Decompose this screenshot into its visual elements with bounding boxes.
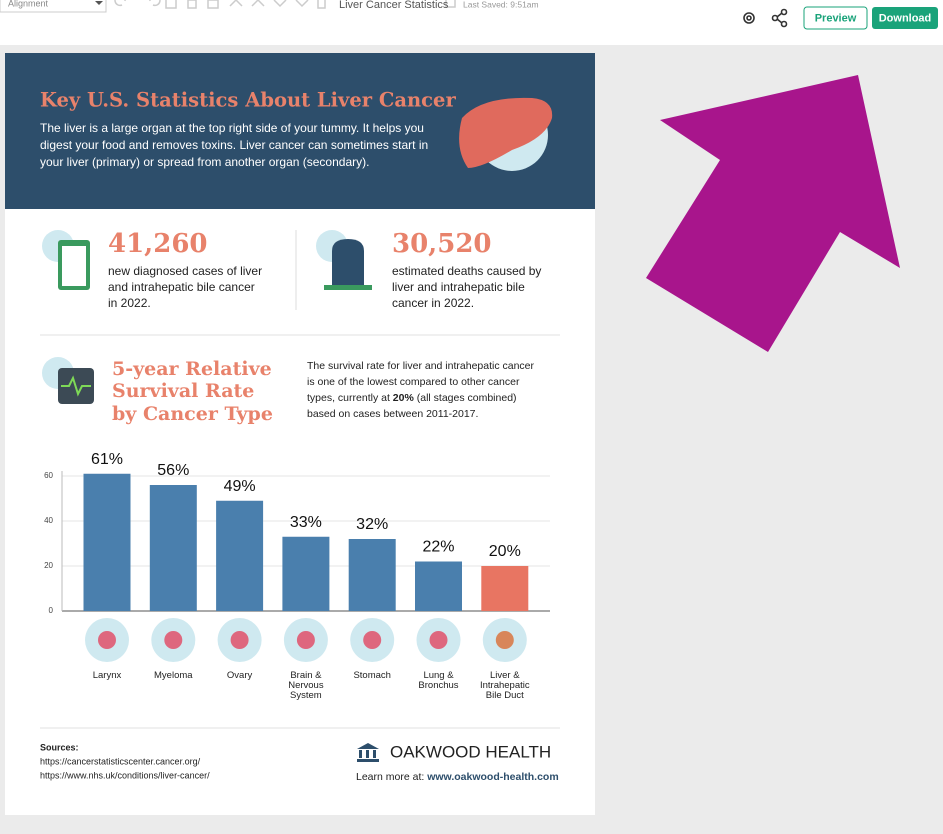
value-label: 49%: [224, 478, 256, 495]
dropdown-caret: [95, 1, 103, 5]
header-line: The liver is a large organ at the top ri…: [40, 121, 424, 135]
url[interactable]: www.oakwood-health.com: [426, 771, 558, 783]
x-tick-label: Larynx: [92, 670, 122, 681]
y-tick-label: 0: [49, 606, 54, 615]
x-tick-label: Brain & Nervous System: [288, 670, 324, 701]
value-label: 22%: [422, 539, 454, 556]
alignment-label: Alignment: [8, 0, 49, 8]
stat-line: estimated deaths caused by: [392, 264, 541, 278]
tombstone-icon: [332, 239, 364, 287]
stat-line: liver and intrahepatic bile: [392, 280, 525, 294]
value-label: 56%: [157, 462, 189, 479]
section-title: 5-year Relative: [112, 358, 272, 380]
document-title[interactable]: Liver Cancer Statistics: [339, 0, 449, 11]
preview-label[interactable]: Preview: [815, 12, 857, 24]
section-line: is one of the lowest compared to other c…: [307, 376, 520, 388]
pulse: [61, 375, 91, 397]
text: Learn more at:: [356, 771, 427, 783]
clipboard-paper: [62, 246, 86, 286]
header-title: Key U.S. Statistics About Liver Cancer: [40, 89, 456, 112]
bar: [415, 561, 462, 611]
bar: [481, 566, 529, 611]
category-icon-mark: [363, 631, 382, 649]
bar: [348, 539, 396, 611]
value-label: 33%: [290, 514, 322, 531]
category-icon-mark: [164, 631, 183, 649]
bar: [282, 536, 330, 611]
y-tick-label: 20: [44, 561, 53, 570]
settings-icon[interactable]: [743, 12, 755, 24]
brand-name: OAKWOOD HEALTH: [390, 742, 551, 761]
header-line: your liver (primary) or spread from anot…: [40, 155, 369, 169]
grass: [324, 285, 372, 290]
category-icon-mark: [429, 631, 448, 649]
bar: [83, 473, 131, 611]
download-label[interactable]: Download: [879, 12, 932, 24]
y-tick-label: 40: [44, 516, 53, 525]
header-line: digest your food and removes toxins. Liv…: [40, 138, 428, 152]
source: https://www.nhs.uk/conditions/liver-canc…: [40, 770, 210, 780]
bar-chart: 0 20 40 60 61% 56% 49% 33% 32% 22% 20%: [44, 451, 550, 662]
stat-line: in 2022.: [108, 296, 151, 310]
brand-logo: [357, 743, 379, 762]
value-label: 20%: [489, 543, 521, 560]
stat-number: 30,520: [392, 229, 492, 259]
category-icon-mark: [230, 631, 249, 649]
bar: [149, 485, 197, 611]
last-saved: Last Saved: 9:51am: [463, 0, 539, 9]
x-tick-label: Ovary: [226, 670, 253, 681]
x-tick-label: Liver & Intrahepatic Bile Duct: [479, 670, 530, 701]
section-line: types, currently at 20% (all stages comb…: [307, 392, 517, 404]
bold-text: 20%: [393, 392, 415, 404]
section-title: Survival Rate: [112, 380, 254, 402]
section-line: The survival rate for liver and intrahep…: [307, 360, 535, 372]
toolbar-icons: [114, 0, 456, 9]
download-button[interactable]: [872, 7, 938, 29]
y-tick-label: 60: [44, 471, 53, 480]
stat-line: cancer in 2022.: [392, 296, 474, 310]
category-icon-mark: [296, 631, 315, 649]
stat-line: and intrahepatic bile cancer: [108, 280, 255, 294]
alignment-dropdown[interactable]: [0, 0, 107, 13]
annotation-arrow: [646, 75, 900, 352]
preview-button[interactable]: [803, 6, 868, 30]
source: https://cancerstatisticscenter.cancer.or…: [40, 756, 201, 766]
learn-more: Learn more at: www.oakwood-health.com: [356, 771, 559, 783]
category-icon-mark: [495, 631, 514, 649]
value-label: 61%: [91, 451, 123, 468]
category-icon-mark: [98, 631, 116, 649]
section-title: by Cancer Type: [112, 403, 273, 425]
bar: [216, 500, 264, 611]
x-tick-label: Stomach: [353, 670, 391, 681]
share-icon[interactable]: [771, 8, 788, 28]
stat-number: 41,260: [108, 229, 208, 259]
x-tick-label: Lung & Bronchus: [418, 670, 459, 691]
x-tick-label: Myeloma: [154, 670, 193, 681]
text: (all stages combined): [414, 392, 517, 404]
liver-icon: [459, 97, 553, 168]
text: types, currently at: [307, 392, 393, 404]
stat-line: new diagnosed cases of liver: [108, 264, 262, 278]
value-label: 32%: [356, 516, 388, 533]
section-line: based on cases between 2011-2017.: [307, 408, 478, 420]
sources-label: Sources:: [40, 742, 79, 752]
